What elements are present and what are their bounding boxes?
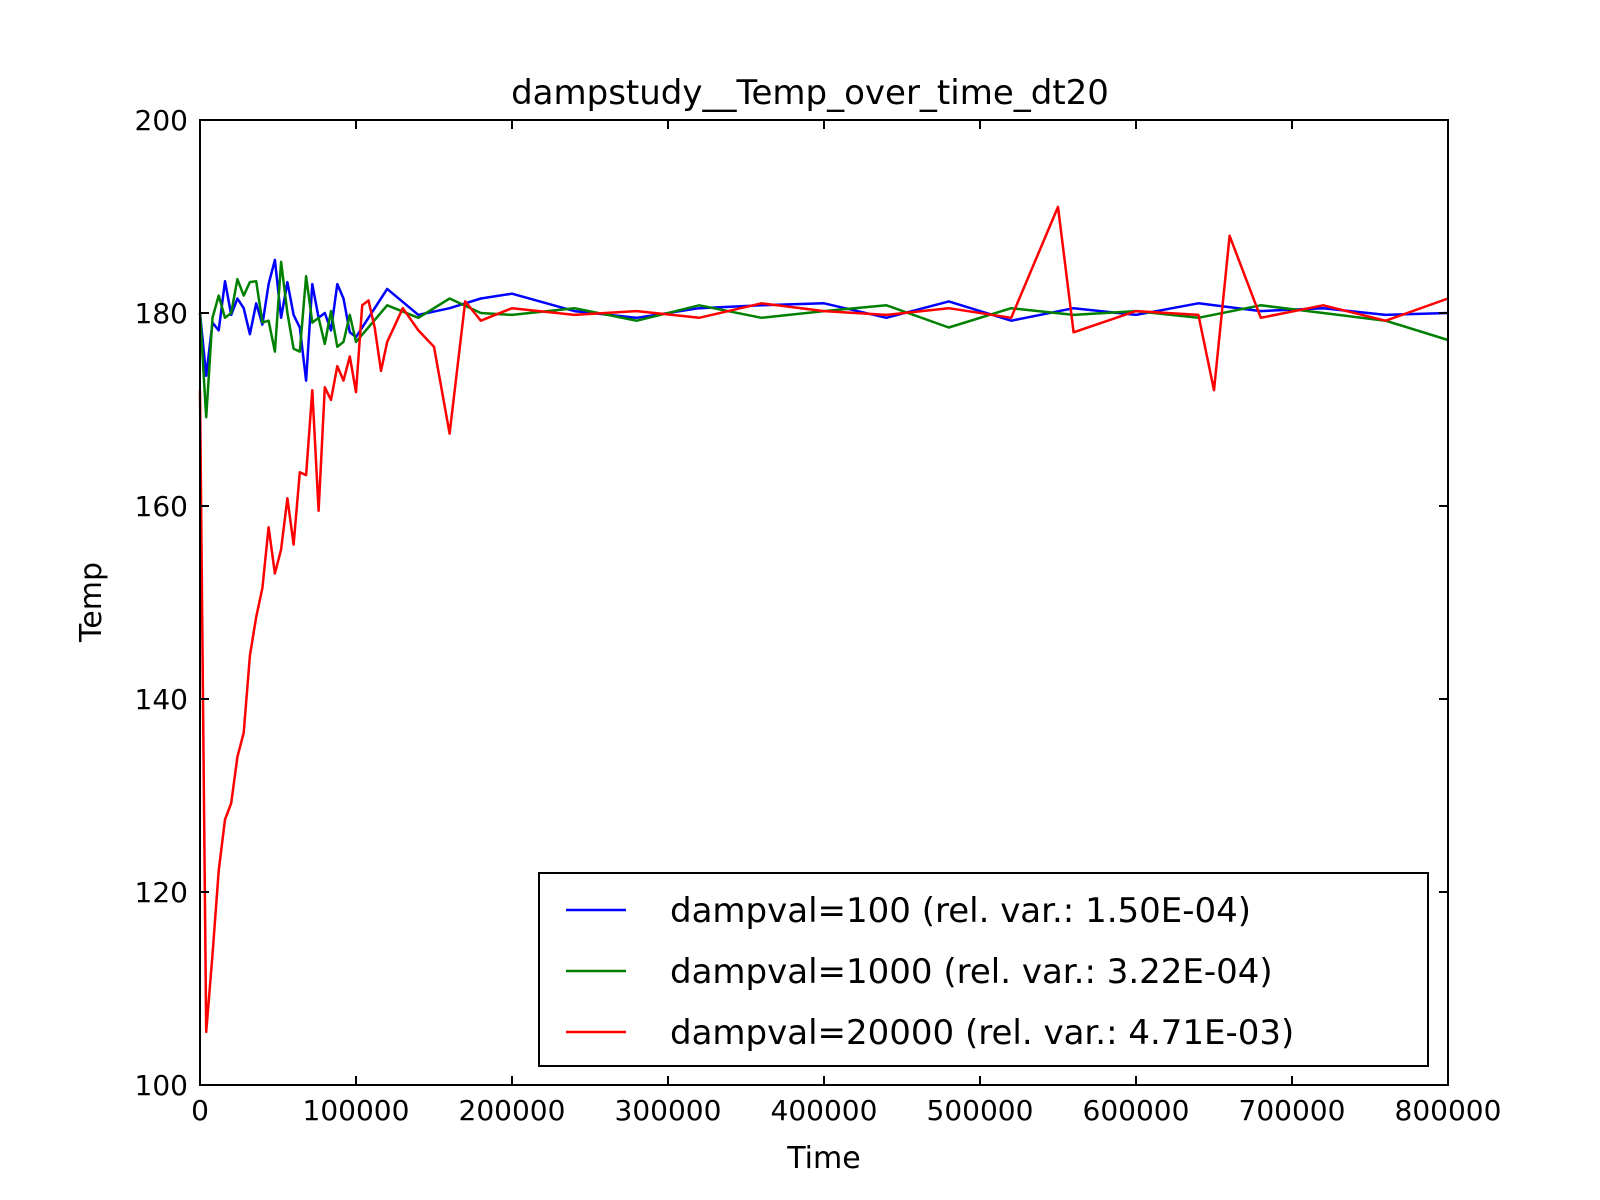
y-tick-label: 120 xyxy=(135,876,188,909)
y-tick-label: 180 xyxy=(135,297,188,330)
x-tick-label: 700000 xyxy=(1239,1094,1346,1127)
series-line-2 xyxy=(198,260,1449,419)
legend-box xyxy=(538,872,1429,1067)
x-tick-label: 400000 xyxy=(771,1094,878,1127)
x-axis-title: Time xyxy=(786,1141,860,1176)
y-tick-label: 200 xyxy=(135,104,188,137)
y-axis: 100 120 140 160 180 200 xyxy=(135,104,1448,1102)
x-tick-label: 100000 xyxy=(303,1094,410,1127)
series-line-1 xyxy=(198,258,1449,382)
x-tick-label: 600000 xyxy=(1083,1094,1190,1127)
x-axis: 0 100000 200000 300000 400000 500000 600000 700… xyxy=(191,120,1501,1127)
y-tick-label: 160 xyxy=(135,490,188,523)
x-tick-label: 200000 xyxy=(459,1094,566,1127)
plot-lines xyxy=(198,205,1449,1034)
legend-label-2: dampval=1000 (rel. var.: 3.22E-04) xyxy=(670,952,1273,992)
legend-label-1: dampval=100 (rel. var.: 1.50E-04) xyxy=(670,891,1251,931)
x-tick-label: 800000 xyxy=(1395,1094,1502,1127)
legend-label-3: dampval=20000 (rel. var.: 4.71E-03) xyxy=(670,1013,1294,1053)
chart-title: dampstudy__Temp_over_time_dt20 xyxy=(511,73,1109,113)
y-axis-title: Temp xyxy=(74,562,109,643)
y-tick-label: 100 xyxy=(135,1069,188,1102)
legend: dampval=100 (rel. var.: 1.50E-04) dampval… xyxy=(538,872,1429,1067)
x-tick-label: 300000 xyxy=(615,1094,722,1127)
y-tick-label: 140 xyxy=(135,683,188,716)
x-tick-label: 0 xyxy=(191,1094,209,1127)
series-line-3 xyxy=(198,205,1449,1034)
x-tick-label: 500000 xyxy=(927,1094,1034,1127)
